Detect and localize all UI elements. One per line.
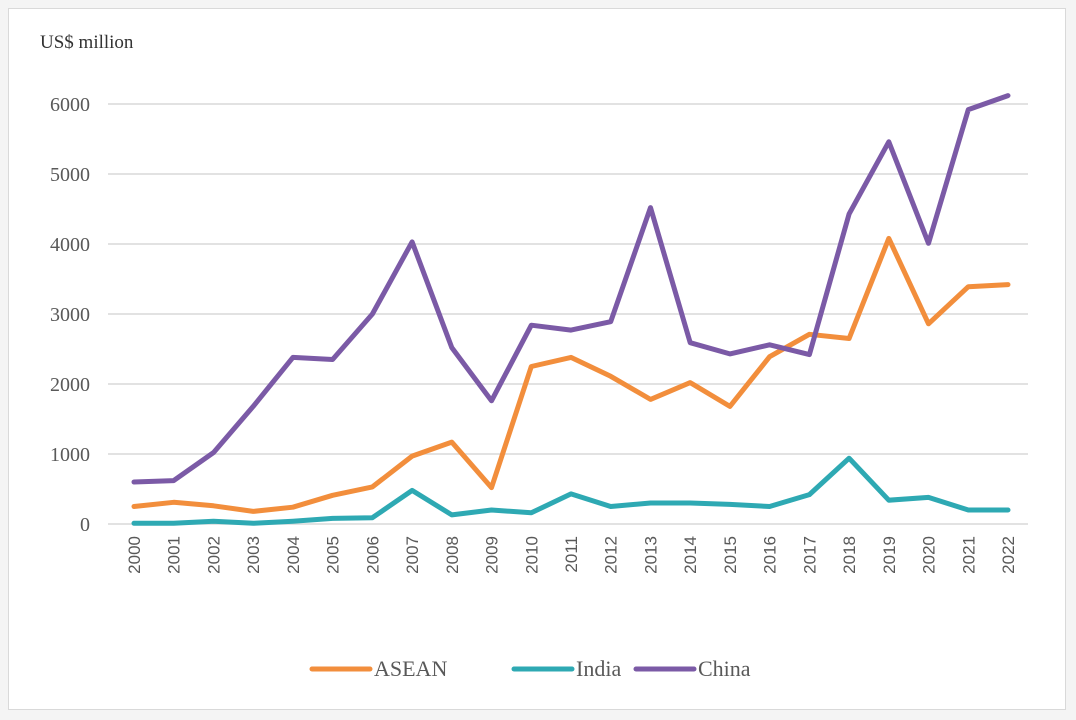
x-tick-label: 2020 — [920, 536, 939, 574]
x-tick-label: 2016 — [761, 536, 780, 574]
series-line-asean — [131, 235, 1011, 514]
x-tick-label: 2001 — [165, 536, 184, 574]
x-tick-label: 2018 — [840, 536, 859, 574]
x-tick-label: 2013 — [641, 536, 660, 574]
y-tick-label: 0 — [80, 514, 90, 536]
x-tick-label: 2003 — [244, 536, 263, 574]
x-tick-label: 2015 — [721, 536, 740, 574]
x-tick-label: 2011 — [562, 536, 581, 573]
x-tick-label: 2010 — [522, 536, 541, 574]
series-line-india — [131, 455, 1011, 526]
x-tick-label: 2022 — [999, 536, 1018, 574]
chart-frame — [8, 8, 1066, 710]
legend-label-india: India — [576, 656, 621, 681]
y-axis-label: US$ million — [40, 32, 134, 53]
y-tick-label: 2000 — [50, 374, 90, 396]
x-tick-label: 2006 — [363, 536, 382, 574]
legend-label-asean: ASEAN — [374, 656, 447, 681]
x-tick-label: 2005 — [324, 536, 343, 574]
x-tick-label: 2017 — [800, 536, 819, 574]
x-tick-label: 2019 — [880, 536, 899, 574]
legend-label-china: China — [698, 656, 751, 681]
y-tick-label: 1000 — [50, 444, 90, 466]
x-tick-label: 2009 — [483, 536, 502, 574]
x-tick-label: 2021 — [959, 536, 978, 574]
x-tick-label: 2008 — [443, 536, 462, 574]
x-tick-label: 2004 — [284, 536, 303, 574]
x-tick-label: 2012 — [602, 536, 621, 574]
y-tick-label: 4000 — [50, 234, 90, 256]
x-tick-label: 2007 — [403, 536, 422, 574]
y-tick-label: 3000 — [50, 304, 90, 326]
x-tick-label: 2002 — [204, 536, 223, 574]
x-tick-label: 2014 — [681, 536, 700, 574]
y-tick-label: 6000 — [50, 94, 90, 116]
x-tick-label: 2000 — [125, 536, 144, 574]
y-tick-label: 5000 — [50, 164, 90, 186]
series-line-china — [131, 93, 1011, 485]
